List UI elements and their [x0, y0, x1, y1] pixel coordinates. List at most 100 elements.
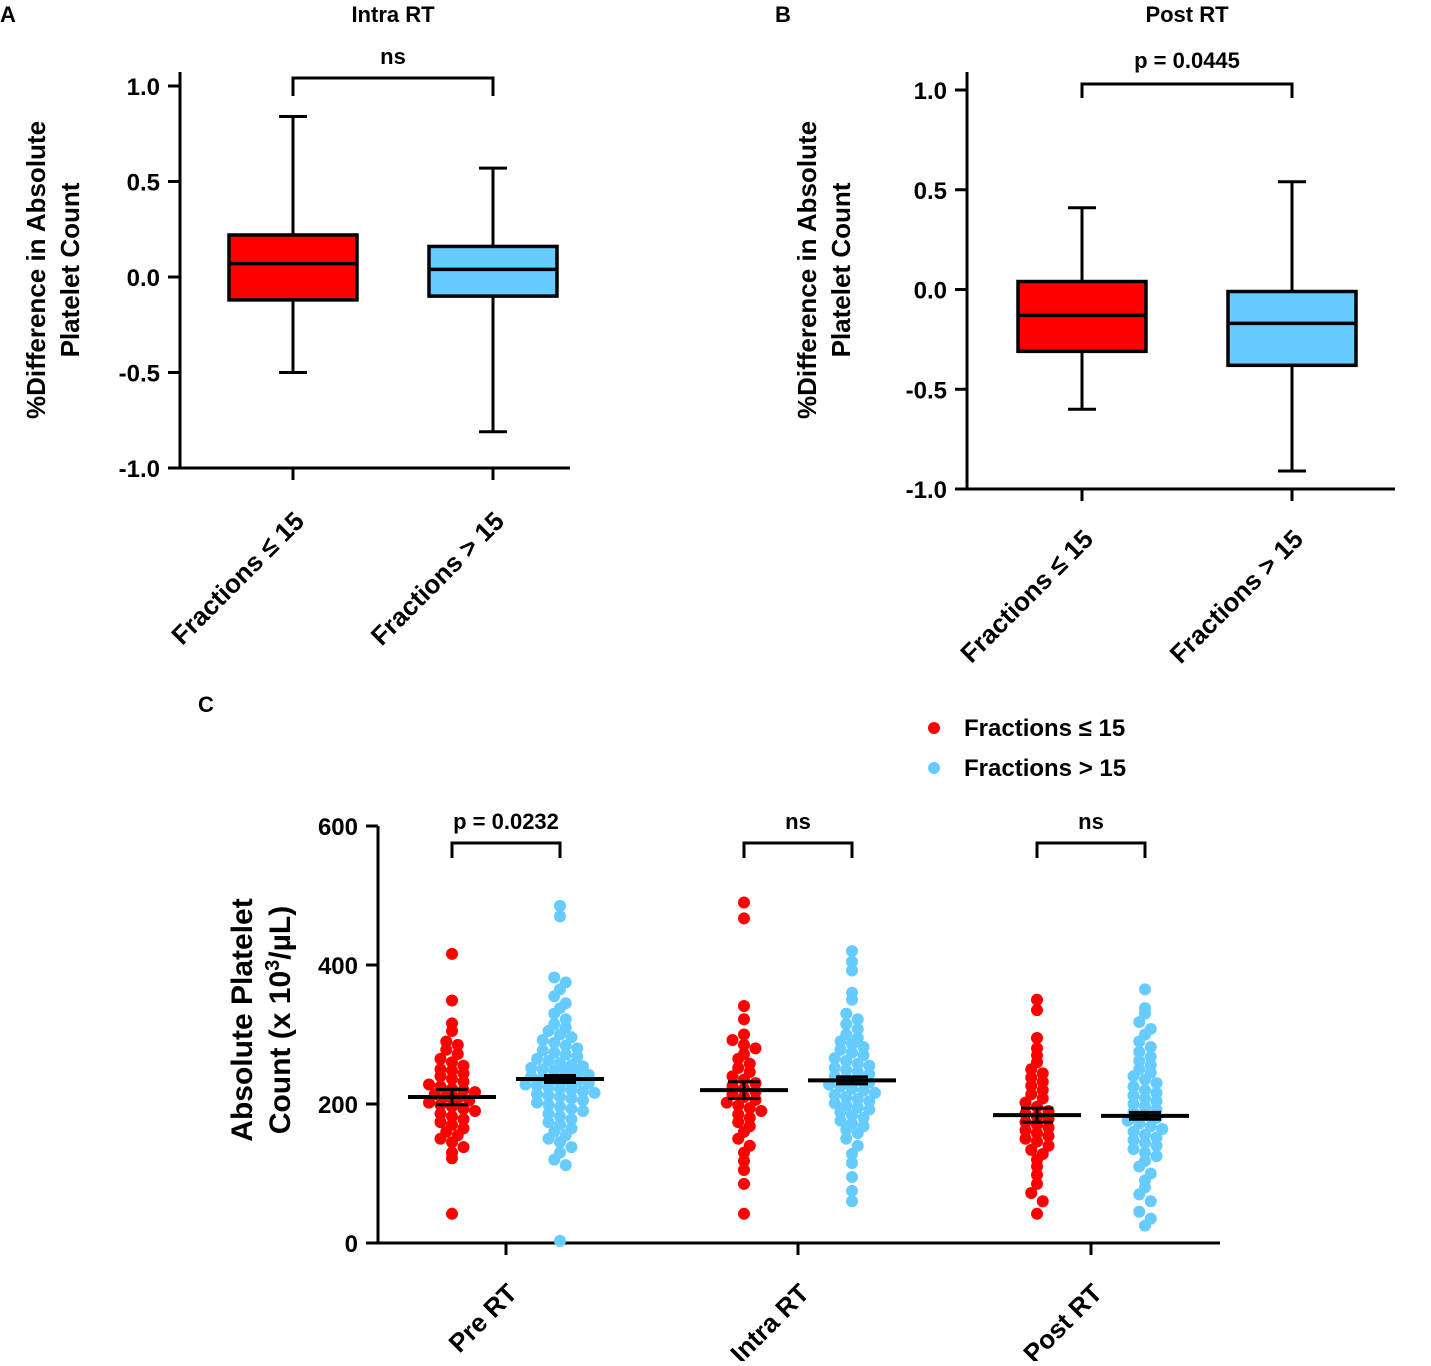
- legend-marker-fractions-le-15: [928, 722, 940, 734]
- panel-a-ytick-label-3: -0.5: [119, 361, 160, 388]
- panel-c-comparison-intra-rt: ns: [785, 809, 811, 834]
- panel-c-point-post-rt-series1: [1031, 1207, 1043, 1220]
- panel-c-point-intra-rt-series2: [828, 1061, 841, 1074]
- panel-c-point-pre-rt-series1: [469, 1104, 481, 1117]
- panel-c-point-pre-rt-series2: [571, 1042, 584, 1055]
- panel-c-point-intra-rt-series2: [834, 1043, 847, 1056]
- panel-c-point-pre-rt-series1: [434, 1107, 447, 1120]
- panel-c-point-pre-rt-series2: [531, 1096, 543, 1109]
- panel-c-point-pre-rt-series2: [559, 1039, 572, 1052]
- panel-c-point-intra-rt-series2: [840, 1054, 853, 1067]
- panel-c-point-post-rt-series2: [1144, 1195, 1157, 1208]
- panel-c-point-post-rt-series2: [1150, 1131, 1163, 1144]
- panel-c-point-post-rt-series1: [1019, 1132, 1032, 1145]
- panel-c-point-post-rt-series1: [1036, 1092, 1049, 1105]
- panel-c-point-pre-rt-series2: [559, 1013, 572, 1026]
- panel-c-point-pre-rt-series1: [446, 947, 458, 960]
- panel-c-point-pre-rt-series1: [446, 1152, 458, 1165]
- panel-c-point-intra-rt-series1: [732, 1116, 745, 1129]
- panel-c-point-post-rt-series2: [1139, 1219, 1151, 1232]
- panel-c-point-pre-rt-series1: [457, 1075, 470, 1088]
- panel-c-point-pre-rt-series2: [542, 1025, 555, 1038]
- panel-c-point-pre-rt-series2: [571, 1050, 584, 1063]
- panel-c-point-pre-rt-series2: [542, 1116, 555, 1129]
- panel-c-point-post-rt-series2: [1133, 1205, 1146, 1218]
- panel-c-xtick-label-intra-rt: Intra RT: [724, 1278, 815, 1361]
- panel-c-point-intra-rt-series2: [851, 1013, 864, 1026]
- panel-c-point-post-rt-series1: [1031, 1177, 1043, 1190]
- panel-c-point-intra-rt-series1: [738, 896, 750, 909]
- panel-c-point-pre-rt-series2: [559, 1048, 572, 1061]
- panel-c-point-pre-rt-series2: [554, 910, 566, 923]
- panel-c-point-pre-rt-series1: [434, 1070, 447, 1083]
- panel-b-ylabel: %Difference in Absolute Platelet Count: [792, 121, 856, 419]
- panel-c-point-post-rt-series2: [1139, 1073, 1151, 1086]
- panel-a-ytick-label-1: 0.5: [127, 170, 160, 197]
- panel-b-ytick-label-3: -0.5: [906, 377, 947, 404]
- panel-c-point-intra-rt-series2: [857, 1049, 870, 1062]
- panel-a-title: Intra RT: [351, 2, 435, 27]
- panel-c-ylabel-line2: Count (x 103/µL): [262, 906, 297, 1134]
- panel-c-point-post-rt-series1: [1025, 1063, 1038, 1076]
- panel-c-point-pre-rt-series2: [565, 1141, 578, 1154]
- panel-c-point-intra-rt-series1: [749, 1042, 762, 1055]
- panel-c-point-pre-rt-series2: [548, 1036, 561, 1049]
- panel-c-point-post-rt-series1: [1031, 1031, 1043, 1044]
- panel-c-point-post-rt-series2: [1144, 1050, 1157, 1063]
- panel-c-point-intra-rt-series1: [743, 1111, 756, 1124]
- panel-c-point-post-rt-series2: [1133, 1160, 1146, 1173]
- panel-c-point-post-rt-series2: [1139, 1100, 1151, 1113]
- panel-c-point-intra-rt-series1: [738, 1028, 750, 1041]
- panel-c-point-pre-rt-series2: [577, 1104, 589, 1117]
- panel-a-ylabel-line2: Platelet Count: [55, 182, 85, 357]
- panel-a-ytick-label-4: -1.0: [119, 456, 160, 483]
- panel-c-point-pre-rt-series2: [554, 1082, 566, 1095]
- panel-c-point-post-rt-series1: [1019, 1096, 1032, 1109]
- panel-c-ylabel: Absolute Platelet Count (x 103/µL): [226, 898, 297, 1141]
- panel-c-point-post-rt-series1: [1031, 1127, 1043, 1140]
- panel-c-point-intra-rt-series1: [732, 1132, 745, 1145]
- panel-c-point-pre-rt-series2: [565, 1092, 578, 1105]
- panel-c-point-pre-rt-series2: [559, 1159, 572, 1172]
- panel-c-point-intra-rt-series2: [863, 1095, 876, 1108]
- panel-c-point-pre-rt-series1: [446, 1064, 458, 1077]
- ylabel-superscript: 3: [262, 960, 284, 971]
- panel-c-point-post-rt-series1: [1025, 1079, 1038, 1092]
- panel-a-ytick-label-2: 0.0: [127, 265, 160, 292]
- panel-c-point-pre-rt-series2: [577, 1085, 589, 1098]
- panel-c-point-intra-rt-series2: [851, 1066, 864, 1079]
- panel-c-point-post-rt-series2: [1127, 1143, 1140, 1156]
- panel-b-ylabel-line1: %Difference in Absolute: [792, 121, 822, 419]
- panel-c-point-intra-rt-series2: [863, 1059, 876, 1072]
- panel-a-box-2: [427, 244, 559, 298]
- panel-c-point-intra-rt-series2: [846, 1148, 858, 1161]
- panel-a-ylabel-line1: %Difference in Absolute: [21, 121, 51, 419]
- panel-a-xtick-label-2: Fractions > 15: [365, 506, 510, 651]
- panel-c-point-pre-rt-series2: [542, 1089, 555, 1102]
- panel-c-point-pre-rt-series1: [434, 1052, 447, 1065]
- panel-c-point-post-rt-series2: [1139, 1128, 1151, 1141]
- panel-b-comparison-bracket: [1080, 82, 1294, 98]
- panel-c-point-intra-rt-series2: [857, 1111, 870, 1124]
- panel-c-point-intra-rt-series2: [828, 1097, 841, 1110]
- panel-c-point-intra-rt-series2: [846, 1195, 858, 1208]
- panel-c-point-pre-rt-series2: [519, 1078, 532, 1091]
- panel-c-point-post-rt-series2: [1139, 1007, 1151, 1020]
- panel-c-point-post-rt-series2: [1156, 1123, 1169, 1136]
- panel-c-point-intra-rt-series2: [857, 1084, 870, 1097]
- panel-a: A Intra RT 1.0 0.5 0.0 -0.5 -1.0 %Difference…: [0, 2, 570, 651]
- panel-c-comparison-bracket-2: [742, 841, 854, 858]
- panel-c-point-pre-rt-series2: [536, 1034, 549, 1047]
- panel-c-point-post-rt-series1: [1036, 1195, 1049, 1208]
- panel-c-point-intra-rt-series2: [834, 1035, 847, 1048]
- panel-c-point-intra-rt-series1: [738, 1164, 750, 1177]
- panel-c-point-intra-rt-series2: [851, 1022, 864, 1035]
- panel-c-point-post-rt-series1: [1025, 1071, 1038, 1084]
- panel-b-xtick-label-1: Fractions ≤ 15: [954, 524, 1099, 669]
- panel-a-ytick-label-0: 1.0: [127, 74, 160, 101]
- panel-c-point-intra-rt-series1: [732, 1061, 745, 1074]
- panel-c-point-intra-rt-series2: [840, 1018, 853, 1031]
- panel-a-comparison-bracket: [291, 76, 495, 96]
- panel-a-letter: A: [0, 2, 16, 27]
